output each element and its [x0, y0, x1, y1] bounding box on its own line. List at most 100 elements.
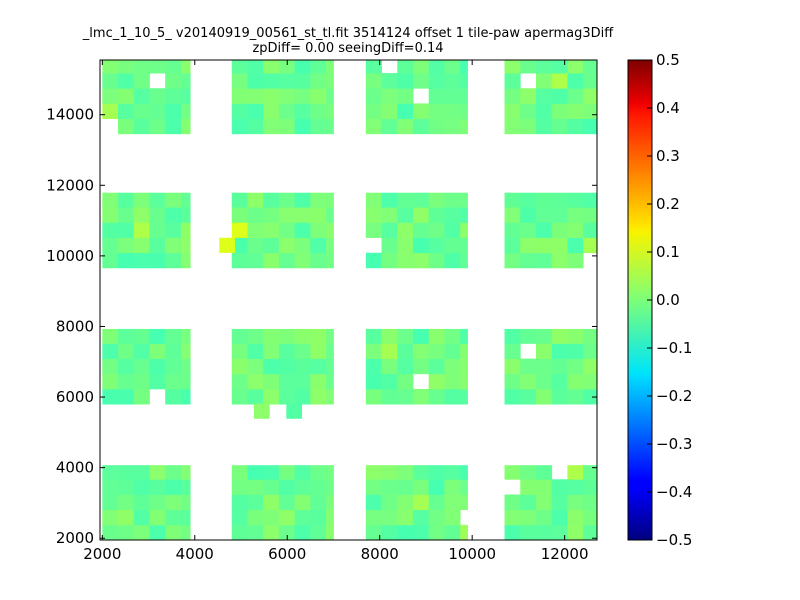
heatmap-cell: [118, 252, 135, 269]
heatmap-cell: [326, 207, 334, 223]
heatmap-cell: [102, 373, 119, 390]
heatmap-cell: [460, 373, 468, 390]
heatmap-cell: [278, 237, 296, 254]
heatmap-cell: [397, 207, 414, 223]
heatmap-cell: [520, 192, 537, 208]
heatmap-cell: [263, 509, 280, 526]
heatmap-cell: [231, 252, 248, 269]
heatmap-cell: [165, 373, 182, 390]
heatmap-cell: [278, 524, 296, 541]
heatmap-cell: [583, 388, 598, 405]
heatmap-cell: [551, 494, 568, 511]
colorbar-tick-label: 0.5: [656, 51, 680, 69]
heatmap-cell: [551, 479, 568, 495]
heatmap-cell: [460, 465, 468, 480]
heatmap-cell: [397, 328, 414, 344]
heatmap-cell: [535, 328, 553, 344]
heatmap-cell: [583, 343, 598, 359]
heatmap-cell: [133, 494, 150, 511]
heatmap-cell: [520, 88, 537, 104]
heatmap-cell: [102, 88, 119, 104]
heatmap-cell: [365, 479, 382, 495]
heatmap-cell: [149, 465, 166, 480]
heatmap-cell: [535, 237, 553, 254]
heatmap-cell: [180, 207, 191, 223]
heatmap-cell: [278, 60, 296, 74]
heatmap-cell: [118, 237, 135, 254]
heatmap-cell: [310, 494, 327, 511]
heatmap-cell: [583, 207, 598, 223]
heatmap-cell: [165, 60, 182, 74]
heatmap-cell: [326, 328, 334, 344]
heatmap-cell: [381, 252, 398, 269]
heatmap-cell: [412, 524, 430, 541]
heatmap-cell: [133, 509, 150, 526]
heatmap-cell: [294, 494, 311, 511]
heatmap-cell: [247, 479, 264, 495]
heatmap-cell: [520, 479, 537, 495]
heatmap-cell: [381, 328, 398, 344]
heatmap-cell: [165, 207, 182, 223]
heatmap-cell: [180, 88, 191, 104]
heatmap-cell: [567, 88, 584, 104]
heatmap-cell: [180, 343, 191, 359]
heatmap-cell: [133, 388, 150, 405]
heatmap-cell: [551, 237, 568, 254]
heatmap-cell: [231, 88, 248, 104]
heatmap-cell: [180, 222, 191, 238]
heatmap-cell: [165, 524, 182, 541]
heatmap-cell: [133, 524, 150, 541]
heatmap-cell: [583, 88, 598, 104]
heatmap-cell: [397, 388, 414, 405]
heatmap-cell: [551, 222, 568, 238]
heatmap-cell: [102, 207, 119, 223]
heatmap-cell: [567, 207, 584, 223]
heatmap-cell: [133, 222, 150, 238]
heatmap-cell: [520, 252, 537, 269]
heatmap-cell: [310, 222, 327, 238]
heatmap-cell: [165, 118, 182, 135]
heatmap-cell: [381, 192, 398, 208]
heatmap-cell: [133, 479, 150, 495]
heatmap-cell: [567, 524, 584, 541]
heatmap-cell: [231, 222, 248, 238]
heatmap-cell: [253, 403, 270, 419]
heatmap-cell: [567, 343, 584, 359]
heatmap-cell: [263, 479, 280, 495]
heatmap-cell: [567, 192, 584, 208]
heatmap-cell: [460, 60, 468, 74]
heatmap-cell: [460, 494, 468, 511]
heatmap-cell: [149, 237, 166, 254]
heatmap-cell: [535, 373, 553, 390]
heatmap-cell: [118, 207, 135, 223]
heatmap-cell: [583, 358, 598, 375]
colorbar-tick-label: 0.1: [656, 243, 680, 261]
y-axis: 2000 4000 6000 8000 10000 12000 14000: [46, 106, 597, 547]
heatmap-cell: [133, 237, 150, 254]
heatmap-cell: [102, 479, 119, 495]
heatmap-cell: [412, 465, 430, 480]
heatmap-cell: [444, 222, 461, 238]
heatmap-cell: [365, 103, 382, 119]
heatmap-cell: [567, 373, 584, 390]
colorbar-tick-label: −0.1: [656, 339, 692, 357]
heatmap-cell: [412, 494, 430, 511]
heatmap-cell: [412, 60, 430, 74]
heatmap-cell: [583, 60, 598, 74]
heatmap-cell: [118, 388, 135, 405]
heatmap-cell: [326, 222, 334, 238]
heatmap-cell: [133, 88, 150, 104]
heatmap-cell: [504, 358, 521, 375]
heatmap-cell: [165, 192, 182, 208]
heatmap-cell: [428, 252, 445, 269]
heatmap-cell: [520, 373, 537, 390]
heatmap-cell: [365, 509, 382, 526]
heatmap-cell: [444, 73, 461, 89]
heatmap-cell: [397, 103, 414, 119]
heatmap-cell: [551, 509, 568, 526]
heatmap-cell: [294, 252, 311, 269]
heatmap-cell: [381, 237, 398, 254]
heatmap-cell: [460, 524, 468, 541]
heatmap-cell: [326, 343, 334, 359]
heatmap-cell: [149, 479, 166, 495]
